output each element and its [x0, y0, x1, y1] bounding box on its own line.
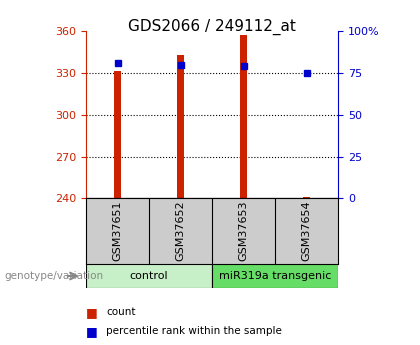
Bar	[212, 264, 338, 288]
Text: GSM37653: GSM37653	[239, 201, 249, 262]
Bar	[303, 197, 310, 198]
Text: GSM37652: GSM37652	[176, 201, 186, 262]
Bar	[177, 55, 184, 198]
Text: GSM37654: GSM37654	[302, 201, 312, 262]
Text: ■: ■	[86, 306, 98, 319]
Text: genotype/variation: genotype/variation	[4, 271, 103, 281]
Text: miR319a transgenic: miR319a transgenic	[219, 271, 331, 281]
Text: percentile rank within the sample: percentile rank within the sample	[106, 326, 282, 336]
Text: ■: ■	[86, 325, 98, 338]
Bar	[240, 35, 247, 198]
Bar	[114, 71, 121, 198]
Text: GDS2066 / 249112_at: GDS2066 / 249112_at	[128, 19, 296, 35]
Text: GSM37651: GSM37651	[113, 201, 123, 262]
Text: count: count	[106, 307, 136, 317]
Text: control: control	[130, 271, 168, 281]
Bar	[86, 264, 212, 288]
